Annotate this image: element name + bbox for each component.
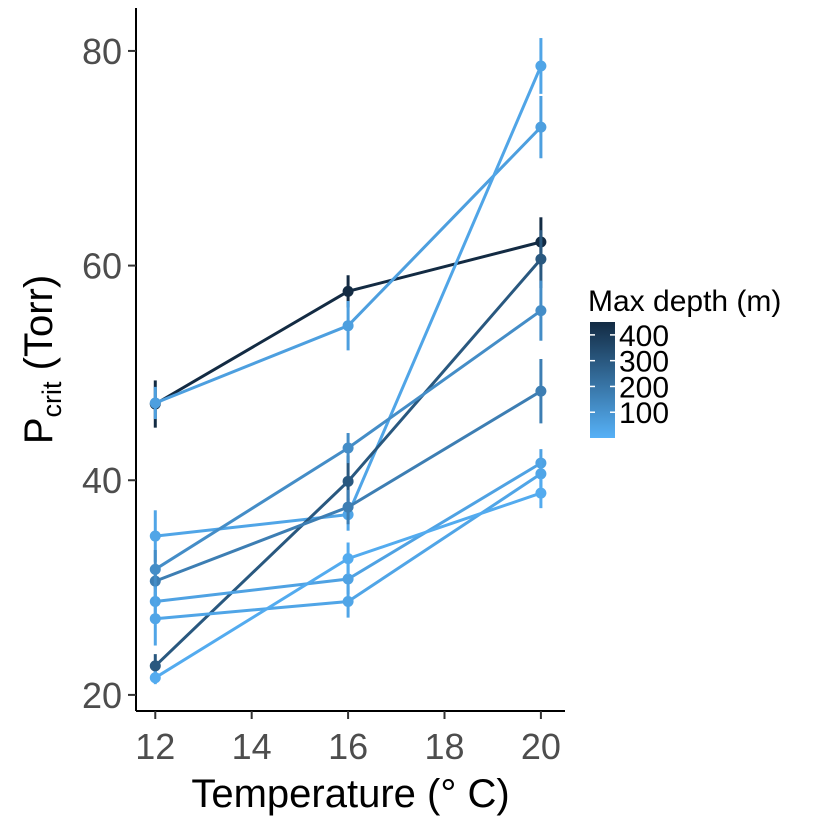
y-axis-title: Pcrit (Torr) [17,275,67,444]
data-point [342,596,354,608]
x-tick-label: 20 [521,726,561,767]
legend-break-label: 100 [619,397,669,430]
legend-colorbar [590,322,615,438]
series-9 [149,478,547,685]
x-tick-label: 14 [232,726,272,767]
x-ticks: 12 14 16 18 20 [135,711,561,767]
legend-break-label: 400 [619,320,669,353]
series-2 [149,96,547,420]
y-tick-label: 40 [82,460,122,501]
data-point [535,60,547,72]
y-tick-label: 80 [82,31,122,72]
x-tick-label: 16 [328,726,368,767]
data-point [342,475,354,487]
data-point [149,563,161,575]
x-tick-label: 18 [424,726,464,767]
x-axis-title: Temperature (° C) [191,772,509,816]
data-point [149,672,161,684]
data-point [149,660,161,672]
data-point [342,285,354,297]
data-point [535,468,547,480]
data-point [149,530,161,542]
data-point [342,573,354,585]
series-6 [149,280,547,589]
data-point [535,305,547,317]
axes: 12 14 16 18 20 20 40 60 80 [82,8,565,767]
series-line [154,126,542,405]
y-axis-title-main: P [17,417,61,444]
plot-area [149,38,547,685]
data-point [149,397,161,409]
legend-title: Max depth (m) [588,285,781,318]
data-point [535,121,547,133]
data-point [149,613,161,625]
y-tick-label: 60 [82,246,122,287]
x-tick-label: 12 [135,726,175,767]
y-tick-label: 20 [82,675,122,716]
y-axis-title-rest: (Torr) [17,275,61,382]
data-point [535,487,547,499]
legend-break-label: 300 [619,346,669,379]
y-ticks: 20 40 60 80 [82,31,136,716]
series-5 [149,358,547,597]
legend-break-label: 200 [619,371,669,404]
data-point [342,442,354,454]
data-point [535,253,547,265]
y-axis-title-sub: crit [37,381,67,417]
data-point [342,320,354,332]
data-point [342,553,354,565]
data-point [342,501,354,513]
data-point [535,385,547,397]
